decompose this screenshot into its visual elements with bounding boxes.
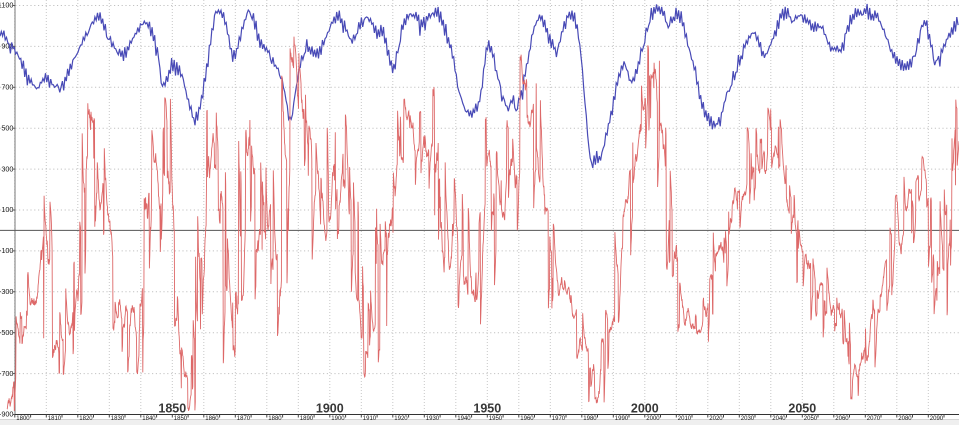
svg-text:1800: 1800 bbox=[16, 416, 30, 422]
svg-text:300: 300 bbox=[1, 164, 13, 173]
svg-text:-100: -100 bbox=[0, 246, 14, 255]
svg-text:1950: 1950 bbox=[473, 402, 501, 416]
svg-text:2010: 2010 bbox=[678, 416, 692, 422]
svg-text:2080: 2080 bbox=[898, 416, 912, 422]
svg-text:-300: -300 bbox=[0, 287, 14, 296]
svg-text:2020: 2020 bbox=[709, 416, 723, 422]
svg-text:2040: 2040 bbox=[772, 416, 786, 422]
svg-text:1100: 1100 bbox=[0, 1, 14, 10]
svg-text:1920: 1920 bbox=[394, 416, 408, 422]
svg-text:1900: 1900 bbox=[331, 416, 345, 422]
svg-text:500: 500 bbox=[1, 123, 13, 132]
svg-text:2000: 2000 bbox=[646, 416, 660, 422]
svg-text:2030: 2030 bbox=[741, 416, 755, 422]
svg-text:1840: 1840 bbox=[142, 416, 156, 422]
svg-text:1850: 1850 bbox=[174, 416, 188, 422]
svg-text:-500: -500 bbox=[0, 328, 14, 337]
svg-text:100: 100 bbox=[1, 205, 13, 214]
svg-text:900: 900 bbox=[1, 42, 13, 51]
svg-text:1950: 1950 bbox=[489, 416, 503, 422]
svg-text:-900: -900 bbox=[0, 410, 14, 419]
svg-text:1980: 1980 bbox=[583, 416, 597, 422]
svg-text:1870: 1870 bbox=[237, 416, 251, 422]
svg-text:1970: 1970 bbox=[552, 416, 566, 422]
svg-text:1810: 1810 bbox=[48, 416, 62, 422]
svg-text:1880: 1880 bbox=[268, 416, 282, 422]
svg-text:1890: 1890 bbox=[300, 416, 314, 422]
svg-text:1860: 1860 bbox=[205, 416, 219, 422]
svg-text:2050: 2050 bbox=[804, 416, 818, 422]
svg-text:1830: 1830 bbox=[111, 416, 125, 422]
svg-text:1930: 1930 bbox=[426, 416, 440, 422]
svg-text:1960: 1960 bbox=[520, 416, 534, 422]
svg-text:1850: 1850 bbox=[158, 402, 186, 416]
svg-text:1940: 1940 bbox=[457, 416, 471, 422]
svg-text:2060: 2060 bbox=[835, 416, 849, 422]
svg-text:2050: 2050 bbox=[788, 402, 816, 416]
svg-text:1990: 1990 bbox=[615, 416, 629, 422]
svg-text:1910: 1910 bbox=[363, 416, 377, 422]
svg-text:700: 700 bbox=[1, 83, 13, 92]
svg-text:1900: 1900 bbox=[316, 402, 344, 416]
svg-text:2070: 2070 bbox=[867, 416, 881, 422]
svg-text:1820: 1820 bbox=[79, 416, 93, 422]
svg-text:-700: -700 bbox=[0, 369, 14, 378]
svg-text:2090: 2090 bbox=[930, 416, 944, 422]
svg-text:2000: 2000 bbox=[631, 402, 659, 416]
